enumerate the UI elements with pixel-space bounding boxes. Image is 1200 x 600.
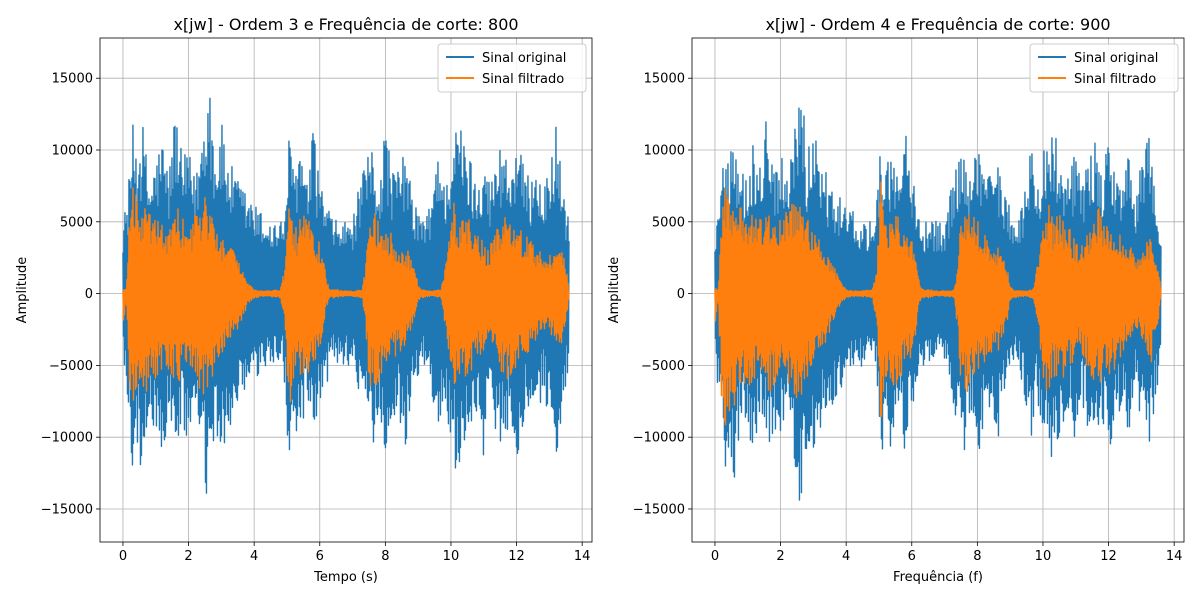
x-tick-label: 0 [119,549,127,564]
x-tick-label: 0 [711,549,719,564]
x-tick-label: 2 [184,549,192,564]
y-tick-label: 10000 [644,144,685,159]
chart-title: x[jw] - Ordem 4 e Frequência de corte: 9… [765,15,1110,34]
y-tick-label: −10000 [633,431,685,446]
y-tick-label: 15000 [52,72,93,87]
x-axis-ticks: 0 2 4 6 8 10 12 14 [119,542,591,564]
legend-label: Sinal original [1074,51,1158,66]
x-tick-label: 14 [1166,549,1183,564]
legend-label: Sinal filtrado [1074,72,1156,87]
y-tick-label: 15000 [644,72,685,87]
x-tick-label: 2 [776,549,784,564]
y-axis-label: Amplitude [607,257,622,324]
x-axis-ticks: 0 2 4 6 8 10 12 14 [711,542,1183,564]
legend-box [437,43,587,93]
series-group [714,107,1162,501]
y-axis-ticks: −15000 −10000 −5000 0 5000 10000 15000 [633,72,692,517]
legend-label: Sinal original [482,51,566,66]
x-tick-label: 8 [973,549,981,564]
chart-title: x[jw] - Ordem 3 e Frequência de corte: 8… [173,15,518,34]
y-tick-label: 10000 [52,144,93,159]
y-tick-label: 5000 [652,215,685,230]
y-tick-label: 5000 [60,215,93,230]
plot-frame [691,37,1185,543]
x-axis-label: Frequência (f) [893,570,983,585]
series-group [122,97,570,494]
y-tick-label: −5000 [49,359,93,374]
legend-box [1029,43,1179,93]
x-tick-label: 6 [316,549,324,564]
series-line-filtrado [714,181,1162,426]
x-tick-label: 12 [508,549,525,564]
plot-frame [99,37,593,543]
y-tick-label: 0 [85,287,93,302]
y-tick-label: −15000 [633,502,685,517]
x-tick-label: 14 [574,549,591,564]
y-tick-label: −5000 [641,359,685,374]
y-axis-ticks: −15000 −10000 −5000 0 5000 10000 15000 [41,72,100,517]
x-tick-label: 10 [1035,549,1052,564]
chart-panel-2: 0 2 4 6 8 10 12 14 −15000 −10000 −5000 0 5000 10000 15… [607,15,1185,585]
legend: Sinal original Sinal filtrado [437,43,587,93]
x-tick-label: 6 [908,549,916,564]
x-tick-label: 10 [443,549,460,564]
y-tick-label: −15000 [41,502,93,517]
legend-label: Sinal filtrado [482,72,564,87]
x-axis-label: Tempo (s) [313,570,378,585]
x-tick-label: 4 [250,549,258,564]
y-tick-label: 0 [677,287,685,302]
legend: Sinal original Sinal filtrado [1029,43,1179,93]
x-tick-label: 4 [842,549,850,564]
y-axis-label: Amplitude [15,257,30,324]
chart-panel-1: 0 2 4 6 8 10 12 14 −15000 −10000 −5000 0 5000 10000 15… [15,15,593,585]
series-line-filtrado [122,187,570,403]
y-tick-label: −10000 [41,431,93,446]
x-tick-label: 12 [1100,549,1117,564]
x-tick-label: 8 [381,549,389,564]
chart-panels: 0 2 4 6 8 10 12 14 −15000 −10000 −5000 0 5000 10000 15… [15,15,1185,585]
